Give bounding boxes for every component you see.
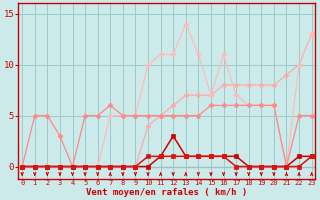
X-axis label: Vent moyen/en rafales ( km/h ): Vent moyen/en rafales ( km/h ): [86, 188, 248, 197]
